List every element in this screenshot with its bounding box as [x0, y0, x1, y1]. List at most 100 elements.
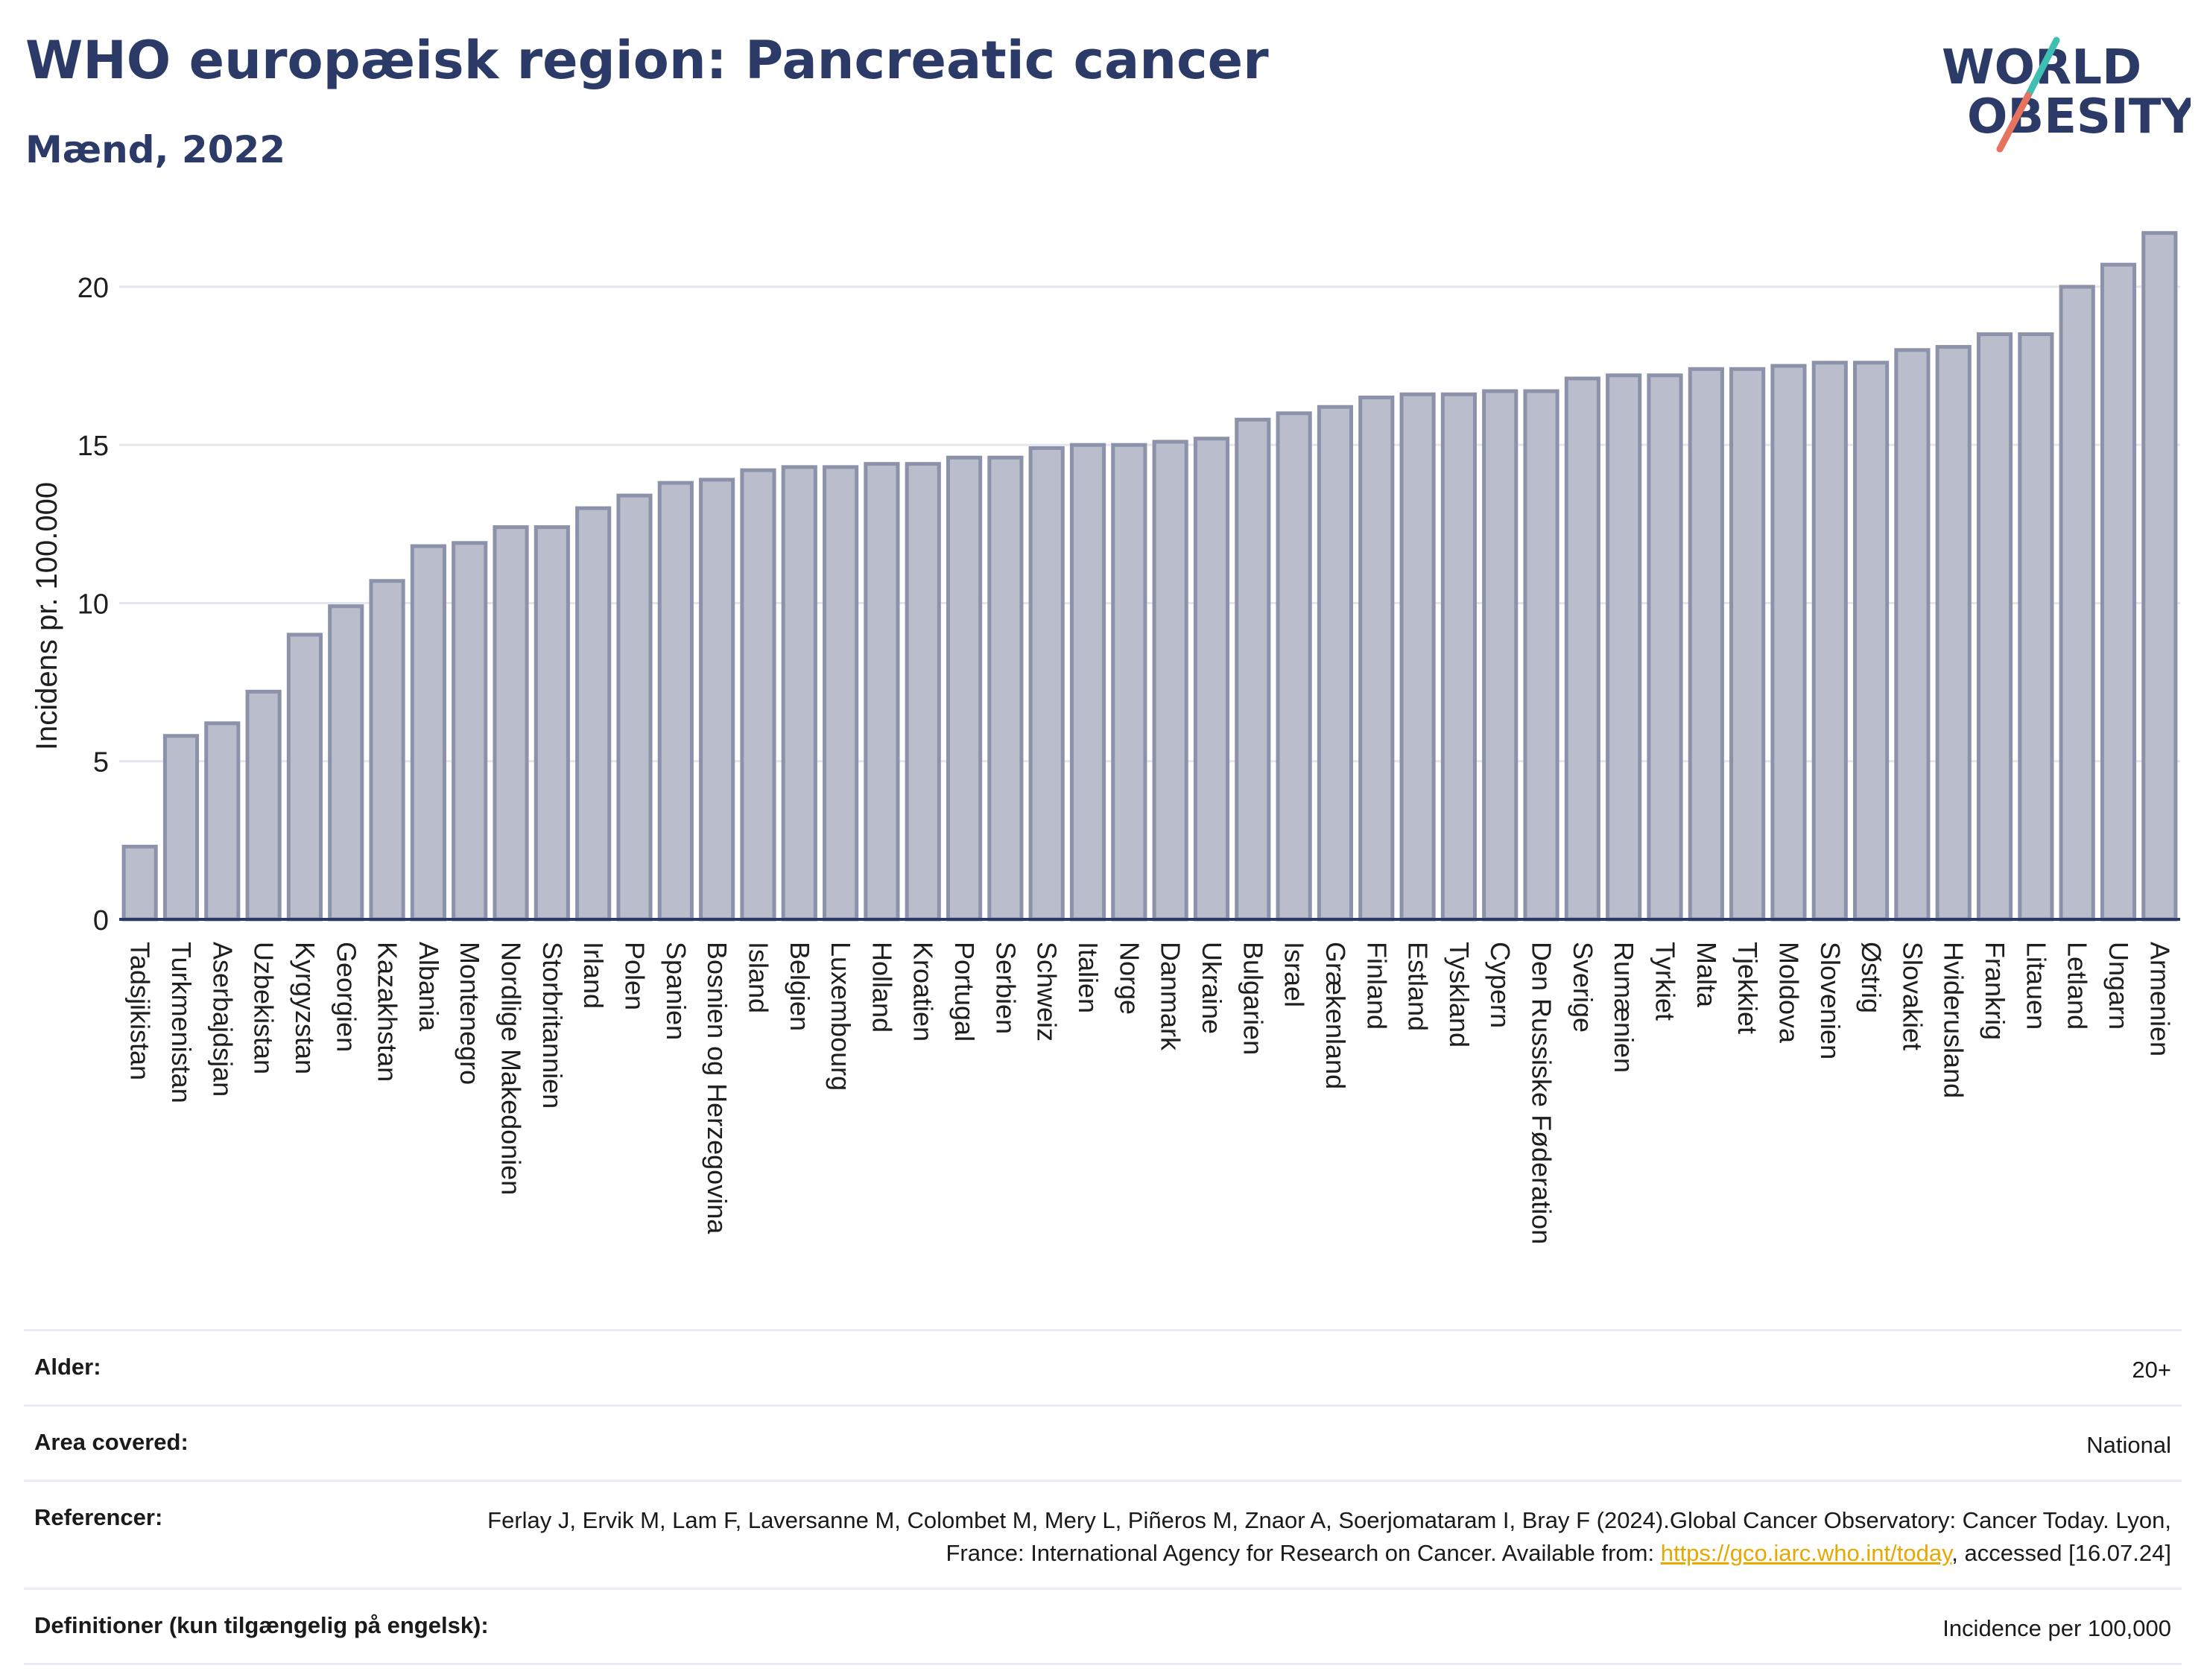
x-tick-label: Ungarn — [2103, 942, 2134, 1030]
x-tick-label: Bosnien og Herzegovina — [702, 942, 732, 1234]
age-value: 20+ — [2132, 1357, 2171, 1383]
x-tick-label: Norge — [1114, 942, 1144, 1015]
bar — [452, 541, 488, 922]
bar — [533, 525, 570, 922]
bar — [162, 734, 200, 922]
bar — [575, 506, 612, 922]
bar — [121, 844, 158, 922]
y-tick-label: 0 — [93, 905, 109, 936]
bar — [823, 465, 859, 922]
x-tick-label: Storbritannien — [537, 942, 568, 1109]
bar — [2018, 332, 2054, 922]
x-tick-label: Sverige — [1568, 942, 1598, 1033]
logo-slash-teal — [2023, 37, 2060, 102]
references-link[interactable]: https://gco.iarc.who.int/today — [1660, 1540, 1952, 1566]
x-tick-label: Holland — [867, 942, 897, 1033]
x-tick-label: Grækenland — [1320, 942, 1351, 1089]
age-label: Alder: — [34, 1354, 101, 1380]
x-tick-label: Tadsjikistan — [125, 942, 156, 1080]
x-tick-label: Slovakiet — [1897, 942, 1928, 1050]
bar — [1647, 373, 1683, 922]
x-tick-label: Kyrgyzstan — [290, 942, 320, 1074]
references-accessed: , accessed [16.07.24] — [1951, 1540, 2171, 1566]
definitions-value: Incidence per 100,000 — [1942, 1615, 2171, 1641]
bar — [1729, 367, 1766, 922]
axes: 0 5 10 15 20 Tadsjikistan Turkmenistan Aserbajd… — [77, 273, 2180, 1244]
x-tick-label: Israel — [1279, 942, 1310, 1007]
x-tick-label: Turkmenistan — [166, 942, 197, 1103]
bar — [1606, 373, 1642, 922]
x-tick-label: Spanien — [661, 942, 691, 1040]
x-tick-label: Aserbajdsjan — [207, 942, 238, 1097]
references-value: Ferlay J, Ervik M, Lam F, Laversanne M, … — [472, 1504, 2171, 1570]
x-tick-label: Rumænien — [1609, 942, 1639, 1073]
bar — [245, 689, 282, 922]
bar — [1358, 396, 1395, 922]
bar — [1028, 446, 1065, 922]
x-tick-label: Polen — [620, 942, 650, 1010]
x-tick-label: Portugal — [949, 942, 980, 1042]
x-tick-label: Slovenien — [1815, 942, 1846, 1059]
bar — [740, 468, 776, 922]
x-tick-label: Estland — [1403, 942, 1434, 1031]
x-tick-label: Georgien — [331, 942, 361, 1052]
x-tick-label: Kazakhstan — [373, 942, 403, 1082]
x-tick-label: Kroatien — [908, 942, 939, 1042]
x-tick-label: Belgien — [785, 942, 815, 1031]
y-tick-label: 10 — [77, 589, 109, 620]
x-tick-label: Danmark — [1156, 942, 1186, 1051]
bar — [493, 525, 529, 922]
page-title: WHO europæisk region: Pancreatic cancer — [25, 30, 1269, 91]
x-tick-label: Tyrkiet — [1650, 942, 1681, 1021]
bar — [204, 721, 241, 922]
x-tick-label: Armenien — [2144, 942, 2175, 1056]
x-tick-label: Albania — [414, 942, 444, 1032]
x-tick-label: Østrig — [1856, 942, 1887, 1013]
area-label: Area covered: — [34, 1429, 189, 1455]
x-tick-label: Schweiz — [1032, 942, 1063, 1042]
bar — [2100, 262, 2137, 922]
y-axis-title: Incidens pr. 100.000 — [31, 482, 63, 750]
x-tick-label: Italien — [1073, 942, 1103, 1013]
x-tick-label: Serbien — [990, 942, 1021, 1034]
x-tick-label: Montenegro — [455, 942, 485, 1085]
bar — [1564, 376, 1600, 922]
bar — [286, 633, 323, 922]
x-tick-label: Frankrig — [1980, 942, 2010, 1040]
bar — [2141, 231, 2178, 922]
x-tick-label: Finland — [1361, 942, 1392, 1030]
y-tick-label: 20 — [77, 273, 109, 304]
bar — [1976, 332, 2013, 922]
bar — [1069, 443, 1106, 922]
y-tick-label: 5 — [93, 747, 109, 779]
x-tick-label: Ukraine — [1197, 942, 1227, 1034]
world-obesity-logo: WORLD OBESITY — [1942, 37, 2191, 153]
page-subtitle: Mænd, 2022 — [25, 128, 286, 171]
info-row-definitions: Definitioner (kun tilgængelig på engelsk… — [24, 1588, 2182, 1665]
x-tick-label: Cypern — [1485, 942, 1516, 1028]
bar — [946, 455, 983, 922]
references-text: Ferlay J, Ervik M, Lam F, Laversanne M, … — [487, 1507, 2171, 1566]
bar — [328, 604, 364, 922]
bar — [1111, 443, 1147, 922]
x-tick-label: Irland — [578, 942, 609, 1009]
bar — [1235, 417, 1271, 922]
x-tick-label: Luxembourg — [826, 942, 856, 1091]
x-tick-label: Bulgarien — [1238, 942, 1268, 1055]
bar — [1935, 345, 1972, 922]
bar — [1811, 361, 1848, 922]
bar — [864, 462, 900, 922]
x-tick-label: Letland — [2062, 942, 2093, 1030]
bar — [1894, 348, 1931, 922]
bar — [1770, 364, 1807, 922]
bar — [369, 579, 405, 922]
bar — [699, 478, 735, 922]
bar — [616, 493, 653, 922]
x-tick-label: Moldova — [1773, 942, 1804, 1044]
bar — [1440, 392, 1477, 922]
info-row-age: Alder: 20+ — [24, 1329, 2182, 1404]
bar — [1688, 367, 1724, 922]
bar-chart: 0 5 10 15 20 Tadsjikistan Turkmenistan Aserbajd… — [31, 231, 2180, 1244]
x-tick-label: Nordlige Makedonien — [496, 942, 527, 1195]
bar — [781, 465, 817, 922]
